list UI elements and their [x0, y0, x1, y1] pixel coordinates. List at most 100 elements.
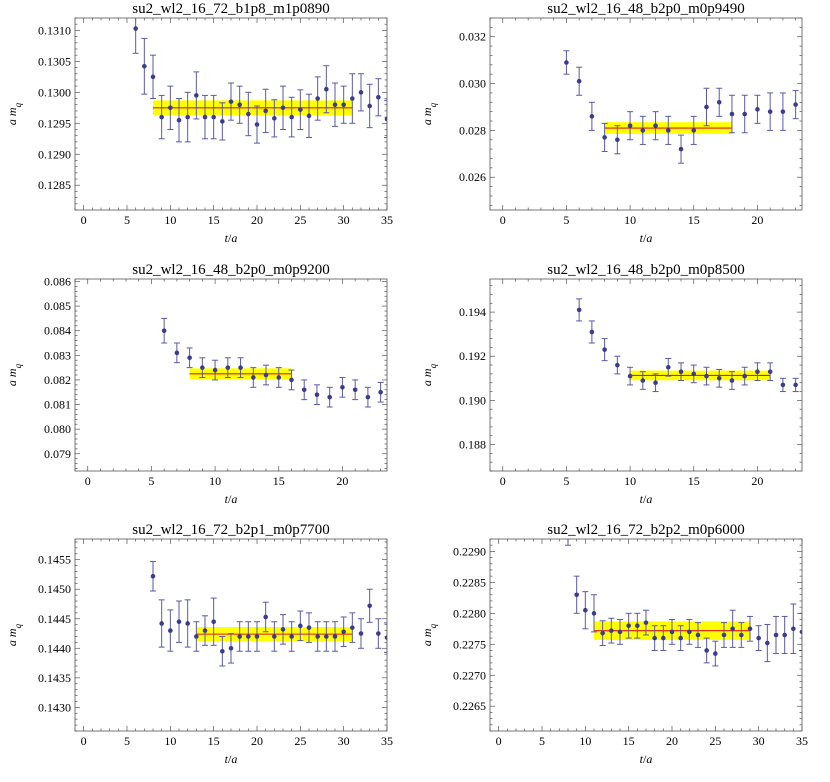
y-tick-label: 0.1310 — [38, 23, 71, 37]
x-tick-label: 5 — [148, 474, 154, 488]
data-point — [280, 627, 286, 632]
data-point — [168, 628, 173, 633]
data-point — [202, 114, 208, 120]
data-point — [678, 369, 684, 374]
y-tick-label: 0.1450 — [38, 582, 71, 596]
y-tick-label: 0.2270 — [453, 668, 486, 682]
y-tick-label: 0.026 — [459, 170, 486, 184]
data-point — [652, 635, 657, 641]
data-point — [602, 135, 607, 140]
data-point — [298, 107, 303, 112]
data-point — [782, 632, 787, 638]
data-point — [150, 573, 156, 579]
data-point — [704, 648, 709, 653]
data-point — [716, 376, 722, 381]
x-tick-label: 35 — [381, 213, 393, 227]
y-axis-label: a mq — [420, 363, 438, 386]
data-point — [185, 114, 190, 120]
data-point — [780, 382, 786, 388]
data-point — [767, 369, 773, 374]
data-point — [687, 629, 692, 635]
data-point — [602, 347, 607, 352]
data-point — [767, 109, 773, 114]
data-point — [159, 114, 164, 120]
y-tick-label: 0.1290 — [38, 147, 71, 161]
data-point — [609, 628, 614, 633]
data-point — [780, 109, 786, 114]
x-tick-label: 0 — [496, 734, 502, 748]
x-tick-label: 5 — [563, 474, 569, 488]
y-tick-label: 0.188 — [459, 438, 486, 452]
data-point — [280, 105, 286, 111]
data-point — [376, 94, 381, 100]
x-tick-label: 10 — [164, 734, 176, 748]
y-tick-label: 0.1455 — [38, 553, 71, 567]
chart-title: su2_wl2_16_48_b2p0_m0p8500 — [547, 262, 745, 278]
y-axis-label-subscript: q — [13, 363, 23, 368]
data-point — [254, 634, 260, 639]
data-point — [691, 371, 697, 377]
chart-title: su2_wl2_16_48_b2p0_m0p9490 — [547, 1, 745, 17]
x-tick-label: 10 — [209, 474, 221, 488]
data-point — [168, 105, 173, 111]
y-tick-label: 0.079 — [44, 447, 71, 461]
x-axis-label-slash: / — [643, 231, 647, 245]
y-tick-label: 0.030 — [459, 77, 486, 91]
data-point — [742, 373, 747, 379]
data-point — [773, 632, 779, 638]
data-point — [341, 629, 346, 635]
x-axis-label: t/a — [225, 492, 238, 506]
chart-panel-bottom-left: su2_wl2_16_72_b2p1_m0p7700 0 5 10 15 20 25 30 35… — [5, 522, 393, 766]
data-point — [306, 625, 312, 630]
x-tick-label: 0 — [500, 213, 506, 227]
y-tick-label: 0.085 — [44, 299, 71, 313]
plot-content — [565, 539, 802, 667]
x-axis-label-slash: / — [228, 752, 232, 766]
data-point — [615, 362, 620, 368]
x-tick-label: 30 — [338, 213, 350, 227]
data-point — [653, 123, 658, 129]
data-point — [298, 623, 303, 629]
data-point — [791, 626, 796, 632]
x-axis-label-denominator: a — [646, 231, 652, 245]
plot-content — [132, 18, 387, 144]
data-point — [327, 394, 332, 400]
data-point — [665, 364, 671, 370]
data-point — [721, 632, 727, 638]
data-point — [627, 123, 633, 129]
y-axis-label-subscript: q — [428, 102, 438, 107]
data-point — [713, 651, 718, 656]
data-point — [306, 113, 312, 119]
data-point — [378, 389, 383, 395]
data-point — [589, 329, 595, 335]
data-point — [350, 96, 355, 101]
y-tick-label: 0.081 — [44, 398, 71, 412]
data-point — [367, 603, 372, 609]
data-point — [272, 116, 277, 121]
x-axis-label-denominator: a — [231, 752, 237, 766]
y-tick-label: 0.2290 — [453, 544, 486, 558]
x-axis-label: t/a — [640, 752, 653, 766]
data-point — [765, 640, 770, 646]
data-point — [635, 623, 640, 629]
x-tick-label: 15 — [623, 734, 635, 748]
data-point — [237, 634, 242, 639]
y-tick-label: 0.192 — [459, 349, 486, 363]
y-tick-label: 0.1300 — [38, 85, 71, 99]
x-tick-label: 25 — [709, 734, 721, 748]
data-point — [212, 367, 218, 373]
y-axis-label: a mq — [420, 102, 438, 125]
data-point — [640, 128, 646, 133]
data-point — [315, 634, 320, 639]
x-axis-label: t/a — [640, 231, 653, 245]
data-point — [730, 626, 735, 632]
x-axis-label: t/a — [640, 492, 653, 506]
plot-content — [150, 560, 387, 667]
data-point — [194, 634, 199, 639]
data-point — [246, 111, 251, 117]
x-tick-label: 35 — [381, 734, 393, 748]
data-point — [225, 365, 231, 370]
x-axis-label-denominator: a — [646, 752, 652, 766]
data-point — [365, 394, 371, 400]
